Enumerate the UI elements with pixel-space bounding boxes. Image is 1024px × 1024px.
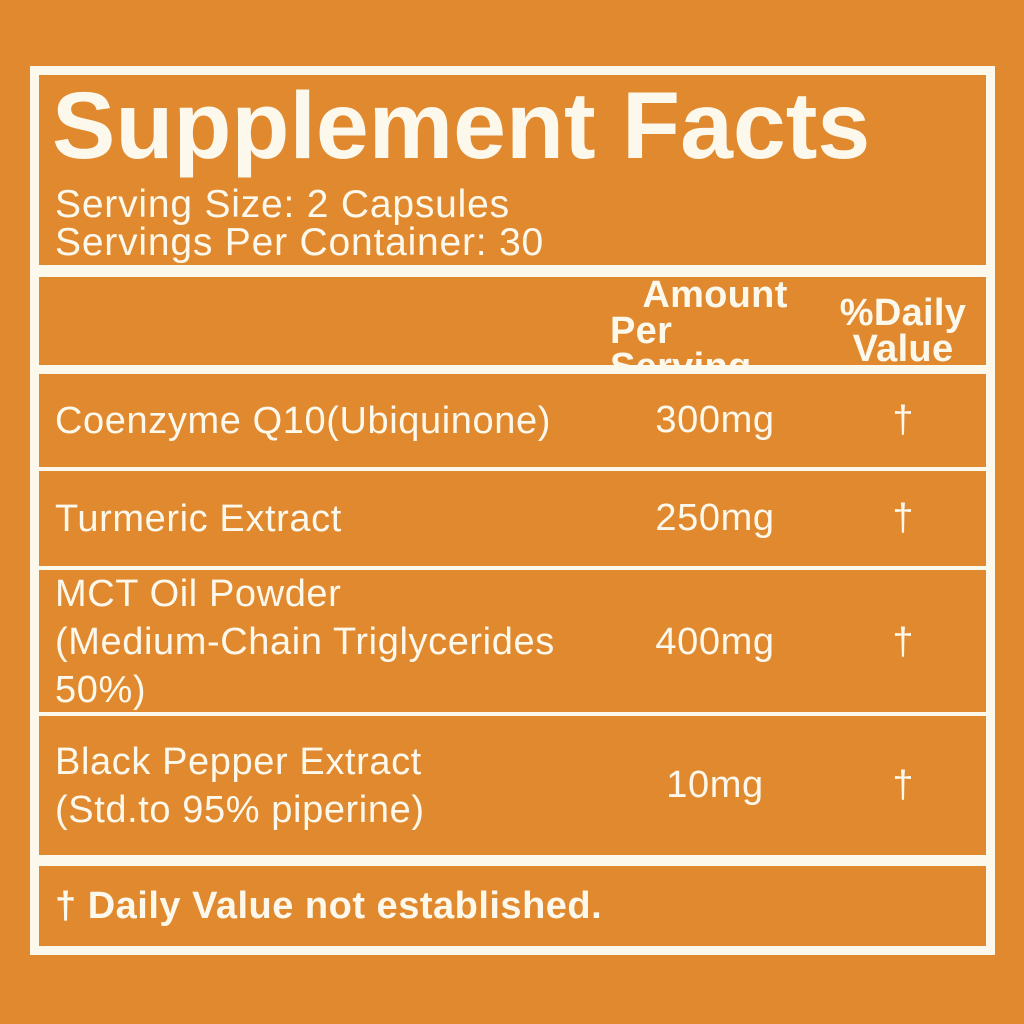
serving-info: Serving Size: 2 Capsules Servings Per Co… — [55, 183, 986, 264]
table-row-coenzyme-q10: Coenzyme Q10(Ubiquinone) 300mg † — [39, 374, 986, 467]
ingredient-name-line: Turmeric Extract — [55, 497, 342, 540]
table-row-black-pepper-extract: Black Pepper Extract (Std.to 95% piperin… — [39, 716, 986, 855]
column-header-daily-value-line2: Value — [852, 328, 954, 370]
footnote-text: † Daily Value not established. — [55, 884, 603, 927]
supplement-facts-panel: Supplement Facts Serving Size: 2 Capsule… — [30, 66, 995, 955]
ingredient-daily-value-dagger: † — [892, 399, 914, 441]
ingredient-name: Coenzyme Q10(Ubiquinone) — [39, 397, 610, 445]
ingredient-name: Black Pepper Extract (Std.to 95% piperin… — [39, 738, 610, 834]
ingredient-name-line: MCT Oil Powder — [55, 573, 342, 615]
ingredient-name-line: Black Pepper Extract — [55, 740, 422, 783]
footnote-section: † Daily Value not established. — [39, 866, 986, 946]
divider-thick-top — [39, 265, 986, 277]
ingredient-name-line: Coenzyme Q10(Ubiquinone) — [55, 399, 551, 442]
ingredient-name-line: (Std.to 95% piperine) — [55, 788, 425, 831]
column-header-daily-value: %Daily Value — [820, 292, 986, 370]
divider-thick-bottom — [39, 855, 986, 866]
divider-thin — [39, 467, 986, 471]
table-row-mct-oil-powder: MCT Oil Powder (Medium-Chain Triglycerid… — [39, 570, 986, 712]
divider-thin — [39, 712, 986, 716]
column-header-amount-line1: Amount — [642, 274, 788, 316]
ingredient-name: MCT Oil Powder (Medium-Chain Triglycerid… — [39, 570, 610, 714]
divider-thin — [39, 566, 986, 570]
ingredient-daily-value-dagger: † — [892, 497, 914, 539]
ingredient-name: Turmeric Extract — [39, 495, 610, 543]
ingredient-amount: 250mg — [655, 497, 775, 539]
ingredient-daily-value-dagger: † — [892, 764, 914, 806]
ingredient-amount: 300mg — [655, 399, 775, 441]
table-header-row: Amount Per Serving %Daily Value — [39, 274, 986, 386]
servings-per-container-text: Servings Per Container: 30 — [55, 221, 545, 264]
column-header-daily-value-line1: %Daily — [839, 292, 967, 334]
title-section: Supplement Facts Serving Size: 2 Capsule… — [39, 75, 986, 265]
ingredient-name-line: (Medium-Chain Triglycerides 50%) — [55, 621, 555, 711]
table-row-turmeric-extract: Turmeric Extract 250mg † — [39, 471, 986, 566]
ingredient-amount: 400mg — [655, 620, 775, 663]
serving-size-text: Serving Size: 2 Capsules — [55, 183, 510, 226]
ingredient-amount: 10mg — [666, 764, 764, 806]
page-title: Supplement Facts — [52, 73, 871, 179]
ingredient-daily-value-dagger: † — [892, 620, 914, 663]
divider-medium — [39, 365, 986, 374]
